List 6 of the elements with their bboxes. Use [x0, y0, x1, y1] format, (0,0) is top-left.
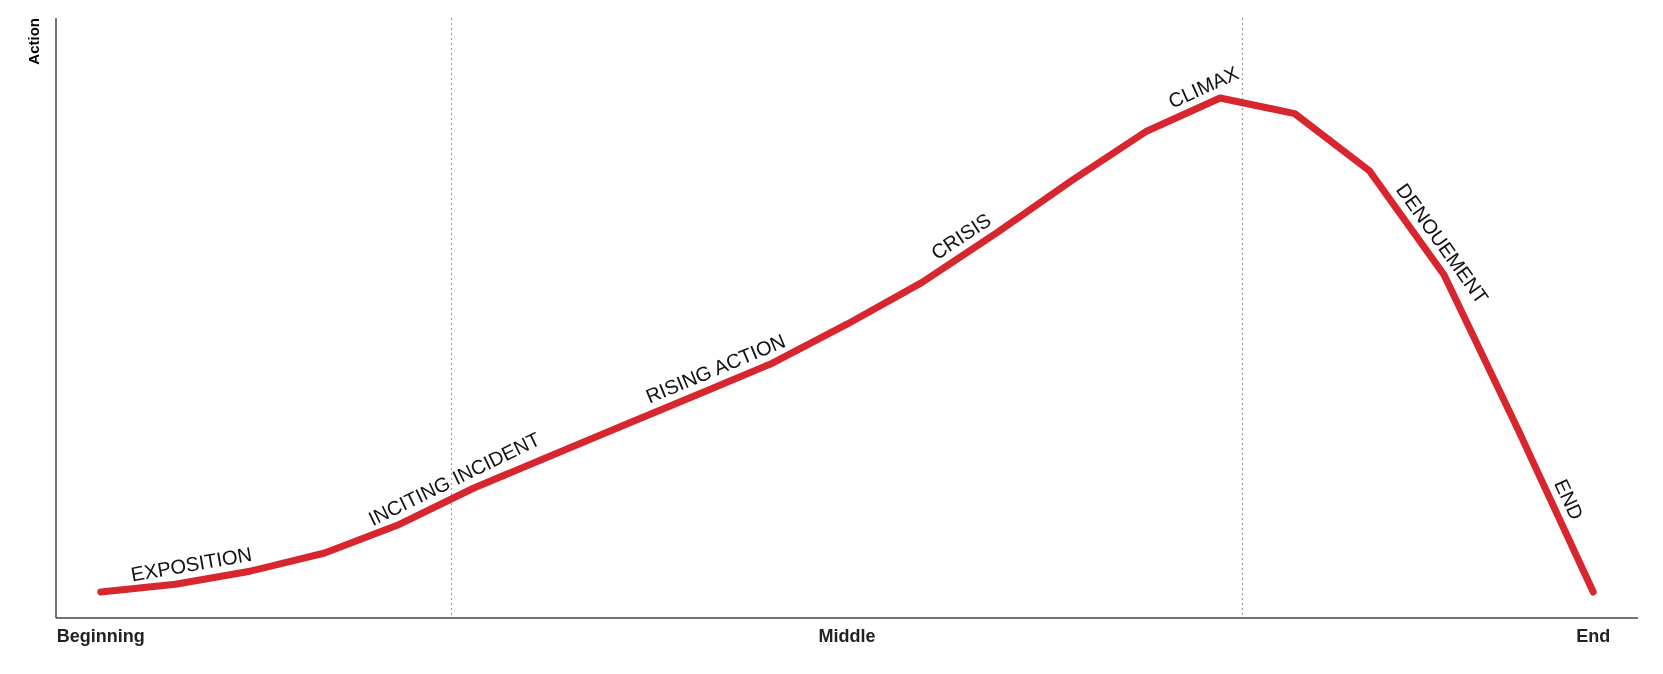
y-axis-title: Action: [25, 18, 43, 65]
x-tick-label: End: [1576, 626, 1611, 646]
annotation: END: [1550, 475, 1588, 524]
annotation: EXPOSITION: [129, 542, 254, 586]
x-tick-label: Beginning: [56, 626, 145, 646]
x-tick-label: Middle: [818, 626, 876, 646]
